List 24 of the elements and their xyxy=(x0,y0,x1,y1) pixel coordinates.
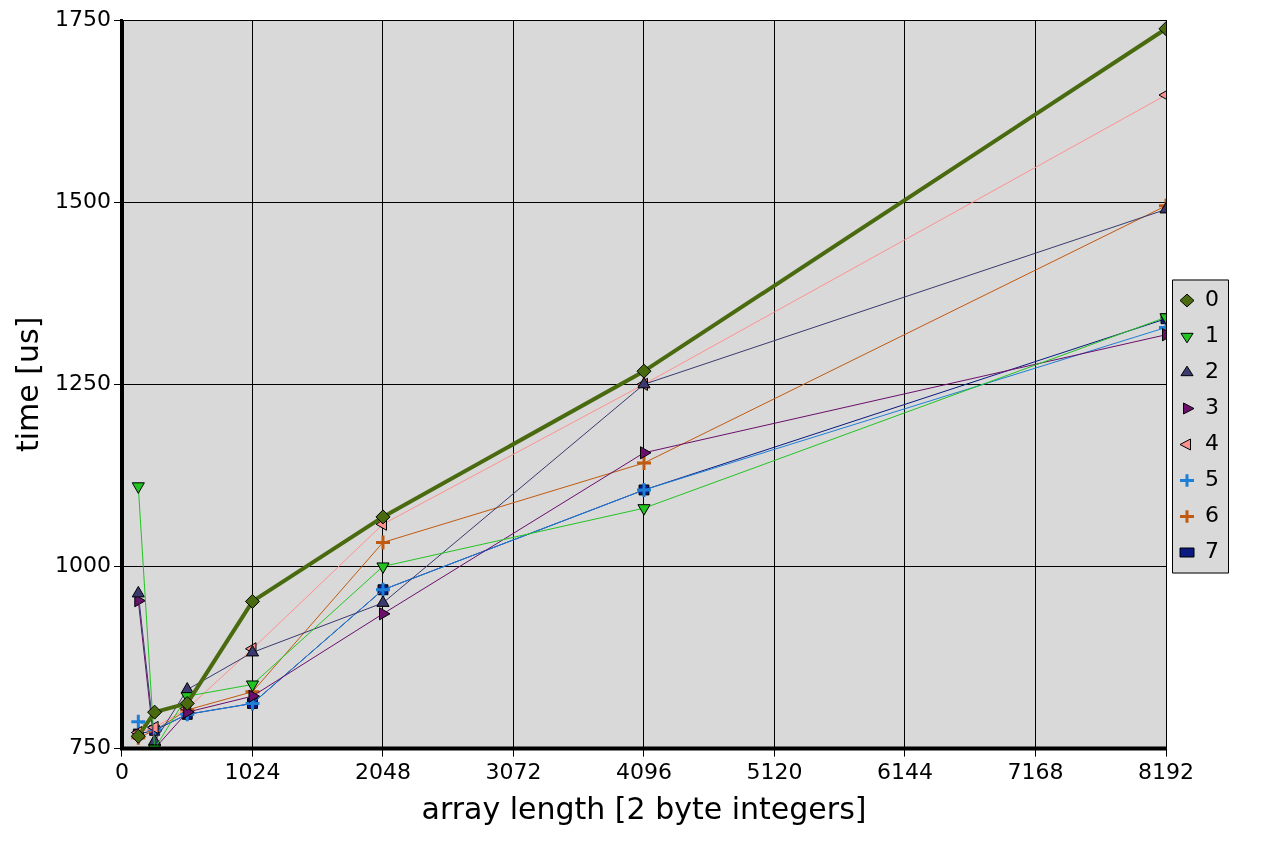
x-tick-label: 0 xyxy=(114,758,129,784)
y-tick-label: 750 xyxy=(68,734,111,760)
x-tick-label: 3072 xyxy=(485,758,542,784)
x-tick-label: 5120 xyxy=(746,758,803,784)
x-tick-label: 8192 xyxy=(1138,758,1194,784)
legend-label: 2 xyxy=(1205,358,1219,384)
y-axis-title: time [us] xyxy=(9,316,45,452)
x-tick-label: 6144 xyxy=(877,758,933,784)
legend-label: 3 xyxy=(1205,394,1219,420)
legend-label: 7 xyxy=(1205,538,1219,564)
x-axis-title: array length [2 byte integers] xyxy=(421,790,867,826)
legend-label: 6 xyxy=(1205,502,1219,528)
x-tick-label: 4096 xyxy=(616,758,672,784)
y-tick-label: 1750 xyxy=(54,5,111,31)
x-tick-label: 7168 xyxy=(1007,758,1064,784)
y-tick-label: 1000 xyxy=(54,552,111,578)
legend-label: 0 xyxy=(1205,286,1219,312)
legend-label: 5 xyxy=(1205,466,1219,492)
legend-label: 1 xyxy=(1205,322,1219,348)
legend-label: 4 xyxy=(1205,430,1219,456)
x-tick-label: 1024 xyxy=(224,758,281,784)
x-tick-label: 2048 xyxy=(354,758,411,784)
y-tick-label: 1250 xyxy=(54,370,111,396)
y-tick-label: 1500 xyxy=(54,187,111,213)
